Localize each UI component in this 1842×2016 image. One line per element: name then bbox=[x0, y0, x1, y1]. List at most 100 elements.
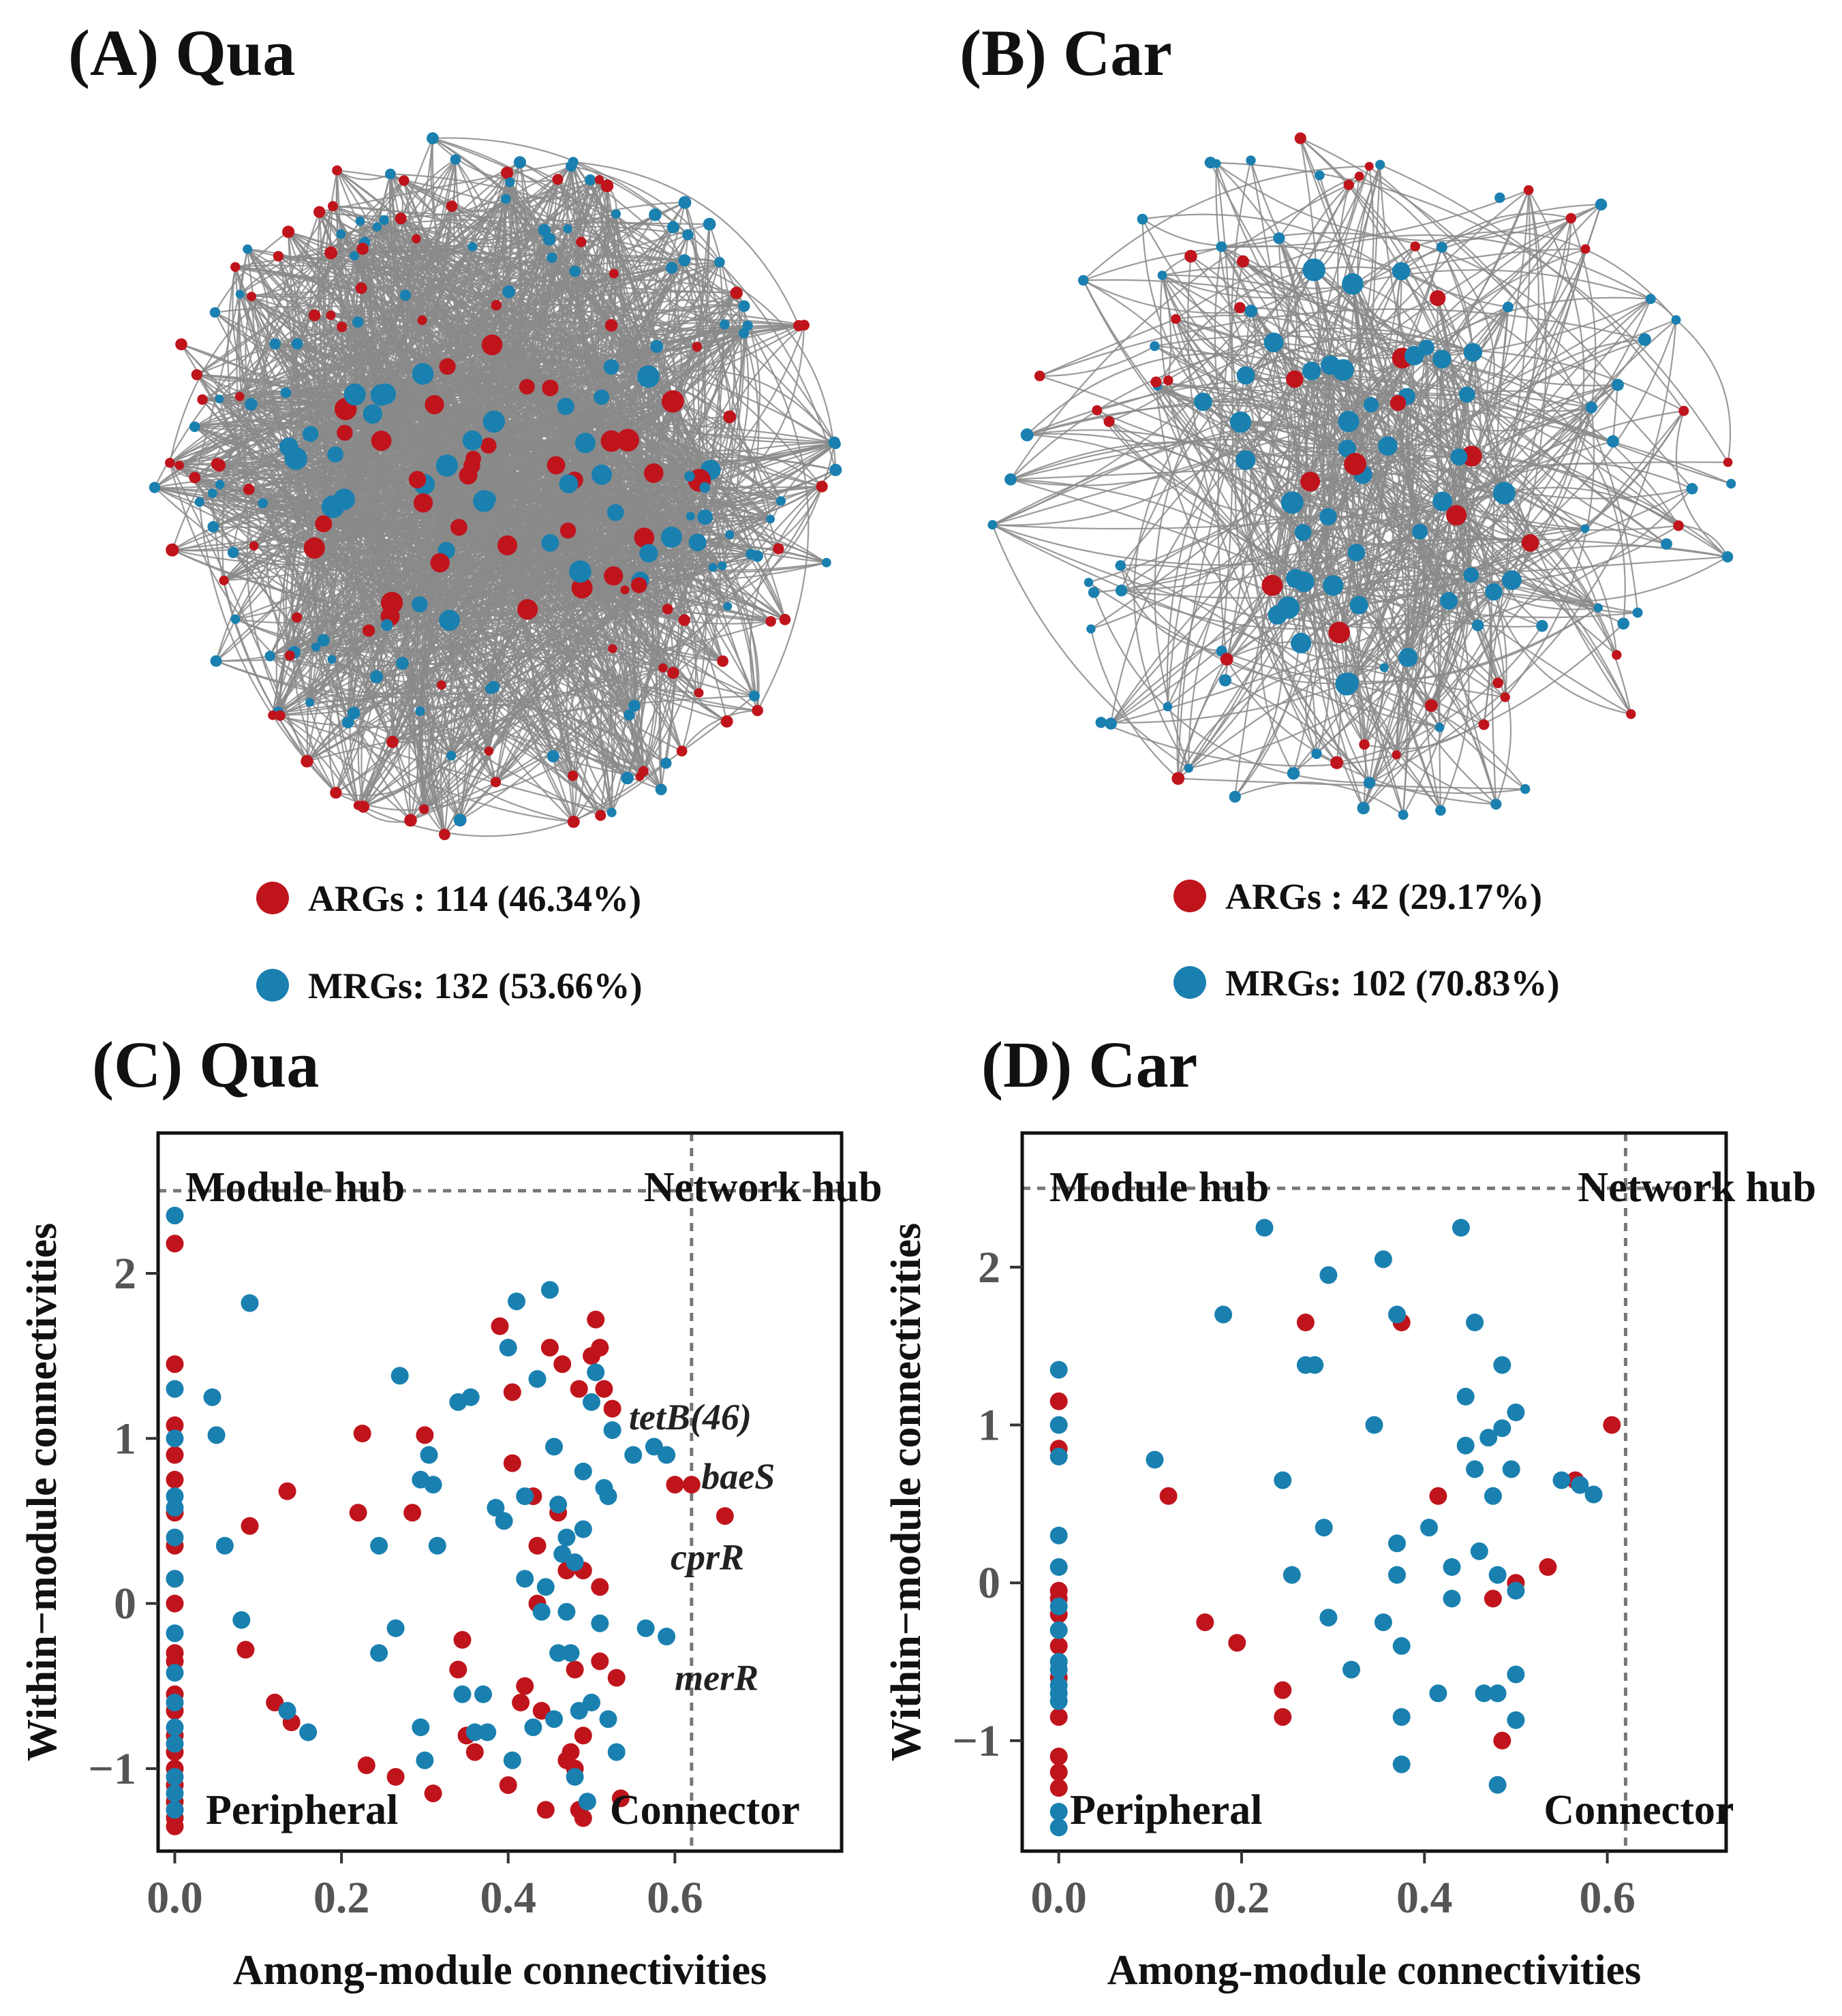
network-edge bbox=[1096, 341, 1274, 412]
network-node-arg bbox=[363, 624, 375, 637]
network-nodes bbox=[987, 132, 1736, 820]
network-edge bbox=[491, 344, 692, 517]
network-edge bbox=[1250, 311, 1329, 517]
data-point-args bbox=[503, 1383, 521, 1401]
data-point-mrgs bbox=[540, 1281, 559, 1299]
network-edge bbox=[749, 486, 823, 696]
data-point-mrgs bbox=[1456, 1436, 1475, 1455]
network-edge bbox=[626, 469, 836, 779]
network-edge bbox=[363, 421, 495, 807]
network-node-arg bbox=[191, 369, 202, 381]
network-edge bbox=[343, 499, 628, 779]
network-edge bbox=[364, 242, 495, 422]
network-edge bbox=[1300, 138, 1639, 613]
data-point-mrgs bbox=[499, 1339, 517, 1356]
data-point-mrgs bbox=[1429, 1684, 1447, 1703]
network-node-arg bbox=[694, 688, 704, 698]
network-edge bbox=[1678, 525, 1728, 557]
network-edge bbox=[360, 288, 568, 531]
network-edge bbox=[1240, 421, 1366, 745]
data-point-mrgs bbox=[516, 1487, 534, 1506]
data-point-mrgs bbox=[1049, 1692, 1068, 1710]
region-label-network-hub-car: Network hub bbox=[1578, 1164, 1816, 1211]
network-node-arg bbox=[174, 461, 185, 470]
data-point-mrgs bbox=[562, 1644, 580, 1662]
network-edge bbox=[648, 369, 837, 445]
x-tick-label: 0.6 bbox=[1579, 1873, 1636, 1923]
network-node-arg bbox=[594, 175, 604, 185]
network-node-arg bbox=[616, 429, 639, 452]
data-point-args bbox=[1049, 1763, 1068, 1782]
network-node-mrg bbox=[1319, 508, 1337, 526]
network-node-mrg bbox=[1435, 805, 1446, 816]
y-tick-label: 2 bbox=[114, 1249, 136, 1299]
network-edge bbox=[306, 704, 666, 764]
network-node-mrg bbox=[1088, 587, 1100, 598]
network-edge bbox=[170, 456, 441, 563]
network-edge bbox=[179, 252, 332, 466]
data-point-args bbox=[349, 1504, 367, 1522]
y-tick-label: 1 bbox=[978, 1401, 1000, 1451]
network-node-mrg bbox=[1392, 262, 1411, 281]
network-edge bbox=[323, 523, 724, 662]
network-node-mrg bbox=[1503, 301, 1514, 313]
network-node-mrg bbox=[1291, 632, 1312, 654]
data-point-mrgs bbox=[536, 1578, 555, 1596]
network-node-arg bbox=[1364, 161, 1374, 171]
network-edge bbox=[400, 218, 673, 403]
network-edge bbox=[569, 571, 628, 779]
network-node-mrg bbox=[660, 527, 682, 548]
data-point-mrgs bbox=[1443, 1589, 1461, 1608]
network-graph-qua bbox=[149, 132, 842, 841]
data-point-args bbox=[403, 1504, 422, 1522]
y-tick-label: −1 bbox=[88, 1744, 136, 1794]
data-point-mrgs bbox=[578, 1793, 596, 1811]
data-point-mrgs bbox=[1507, 1404, 1525, 1421]
network-edge bbox=[272, 692, 666, 764]
legend-label-mrgs-car: MRGs: 102 (70.83%) bbox=[1225, 963, 1559, 1004]
network-node-mrg bbox=[291, 338, 303, 350]
network-node-mrg bbox=[1726, 478, 1736, 489]
network-edge bbox=[555, 202, 686, 466]
network-node-arg bbox=[386, 736, 399, 748]
series-args-car bbox=[1049, 1314, 1621, 1797]
network-node-mrg bbox=[559, 474, 579, 494]
network-node-arg bbox=[1171, 772, 1185, 785]
network-node-mrg bbox=[207, 521, 219, 533]
data-point-args bbox=[1603, 1416, 1621, 1434]
panel-title-a: (A) Qua bbox=[68, 16, 295, 89]
network-edge bbox=[336, 170, 343, 327]
network-edge bbox=[509, 162, 569, 531]
network-node-mrg bbox=[1020, 428, 1034, 441]
network-node-mrg bbox=[1536, 620, 1548, 632]
network-node-arg bbox=[1344, 452, 1366, 476]
data-point-mrgs bbox=[1049, 1621, 1068, 1639]
x-tick-label: 0.2 bbox=[1214, 1873, 1270, 1923]
data-point-mrgs bbox=[1488, 1566, 1507, 1584]
network-edge bbox=[1332, 574, 1472, 598]
data-point-args bbox=[591, 1578, 609, 1596]
data-point-args bbox=[1049, 1708, 1068, 1726]
network-node-mrg bbox=[686, 512, 695, 521]
network-edge bbox=[239, 293, 495, 422]
network-edge bbox=[1010, 478, 1305, 583]
network-node-mrg bbox=[574, 433, 596, 454]
network-edge bbox=[1336, 625, 1543, 764]
network-edge bbox=[235, 245, 672, 269]
network-node-mrg bbox=[611, 209, 621, 219]
data-point-mrgs bbox=[1571, 1476, 1589, 1494]
data-point-mrgs bbox=[1049, 1803, 1068, 1821]
network-node-mrg bbox=[1686, 482, 1698, 495]
x-axis-title-car: Among-module connectivities bbox=[1107, 1947, 1642, 1994]
network-node-mrg bbox=[1157, 270, 1167, 280]
network-edge bbox=[1039, 345, 1155, 377]
network-edge bbox=[1010, 441, 1421, 533]
network-edge bbox=[1402, 501, 1443, 816]
x-tick-label: 0.6 bbox=[647, 1873, 703, 1923]
network-node-mrg bbox=[666, 221, 679, 234]
network-edge bbox=[1407, 407, 1593, 658]
network-node-arg bbox=[1261, 574, 1283, 596]
network-node-mrg bbox=[379, 215, 389, 226]
data-point-mrgs bbox=[166, 1664, 184, 1682]
network-node-arg bbox=[1390, 394, 1407, 412]
